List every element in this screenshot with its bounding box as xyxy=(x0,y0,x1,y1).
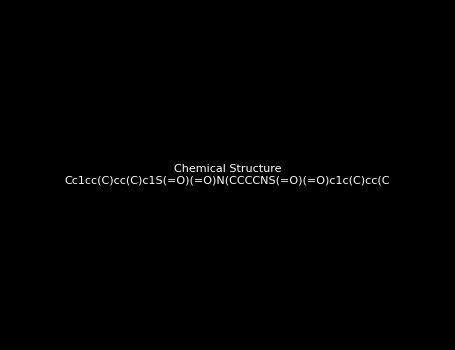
Text: Chemical Structure
Cc1cc(C)cc(C)c1S(=O)(=O)N(CCCCNS(=O)(=O)c1c(C)cc(C: Chemical Structure Cc1cc(C)cc(C)c1S(=O)(… xyxy=(65,164,390,186)
